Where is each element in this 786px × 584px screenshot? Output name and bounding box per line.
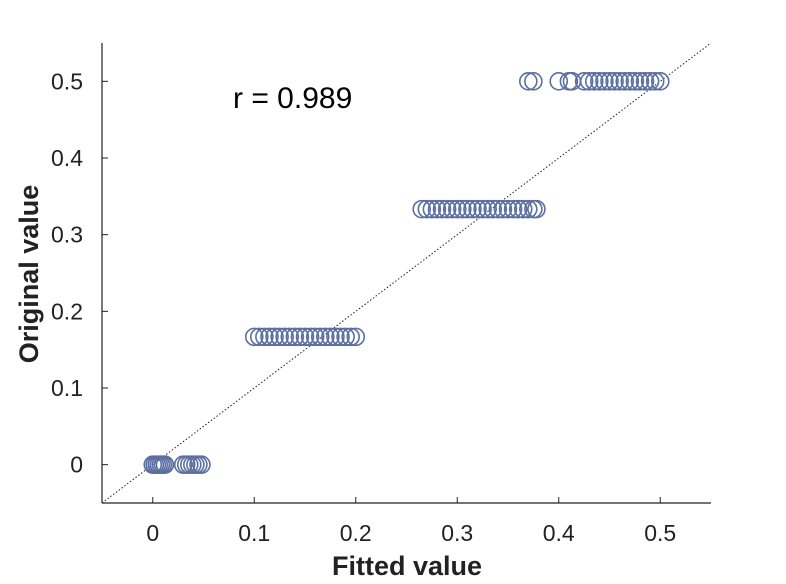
x-ticks: 0 0.1 0.2 0.3 0.4 0.5 [146,497,676,546]
data-point [326,327,345,347]
data-points-layer [143,72,670,474]
data-point [280,327,300,347]
data-point [625,72,645,91]
x-axis-title: Fitted value [332,551,482,581]
data-point [447,199,467,219]
x-tick-label: 0.3 [441,520,473,546]
data-point [270,327,289,347]
data-point [300,327,320,347]
x-tick-label: 0.2 [340,520,372,546]
data-point [574,72,594,91]
data-point [610,72,629,91]
y-tick-label: 0.1 [51,375,83,401]
data-point [290,327,310,347]
y-tick-label: 0.2 [51,298,83,324]
identity-line [101,42,712,504]
data-point [650,72,670,91]
data-point [498,199,518,219]
y-tick-label: 0 [70,452,83,478]
x-tick-label: 0.4 [543,520,575,546]
data-point [508,199,528,219]
data-point [437,199,457,219]
data-point [620,72,640,91]
data-point [265,327,284,347]
data-point [640,72,660,91]
data-point [549,72,569,91]
data-point [285,327,305,347]
data-point [310,327,330,347]
data-point [584,72,604,91]
data-point [427,199,447,219]
data-point [518,72,538,91]
data-point [305,327,325,347]
y-tick-label: 0.3 [51,222,83,248]
data-point [260,327,279,347]
data-point [630,72,650,91]
x-tick-label: 0 [146,520,159,546]
data-point [503,199,523,219]
data-point [321,327,340,347]
data-point [295,327,315,347]
data-point [478,199,498,219]
data-point [336,327,355,347]
data-point [331,327,350,347]
data-point [458,199,477,219]
data-point [453,199,472,219]
data-point [250,327,269,347]
data-point [192,455,211,474]
data-point [422,199,442,219]
data-point [341,327,360,347]
data-point [244,327,264,347]
data-point [595,72,614,91]
y-axis-title: Original value [14,185,44,364]
y-tick-label: 0.4 [51,145,83,171]
y-tick-label: 0.5 [51,68,83,94]
data-point [463,199,482,219]
data-point [524,72,543,91]
data-point [155,455,175,474]
data-point [600,72,619,91]
data-point [468,199,487,219]
data-point [605,72,624,91]
data-point [432,199,452,219]
data-point [579,72,599,91]
data-point [645,72,665,91]
x-tick-label: 0.1 [238,520,270,546]
data-point [315,327,335,347]
data-point [255,327,274,347]
data-point [635,72,655,91]
data-point [513,199,533,219]
data-point [417,199,437,219]
correlation-annotation: r = 0.989 [233,82,352,115]
data-point [488,199,508,219]
data-point [483,199,503,219]
data-point [493,199,513,219]
data-point [412,199,432,219]
data-point [615,72,635,91]
data-point [346,327,366,347]
data-point [527,199,546,219]
axes-layer [101,43,711,504]
data-point [518,199,538,219]
data-point [275,327,295,347]
data-point [442,199,462,219]
data-point [590,72,609,91]
data-point [473,199,492,219]
y-ticks: 0 0.1 0.2 0.3 0.4 0.5 [51,68,108,478]
x-tick-label: 0.5 [644,520,676,546]
reference-line-layer [101,42,712,504]
